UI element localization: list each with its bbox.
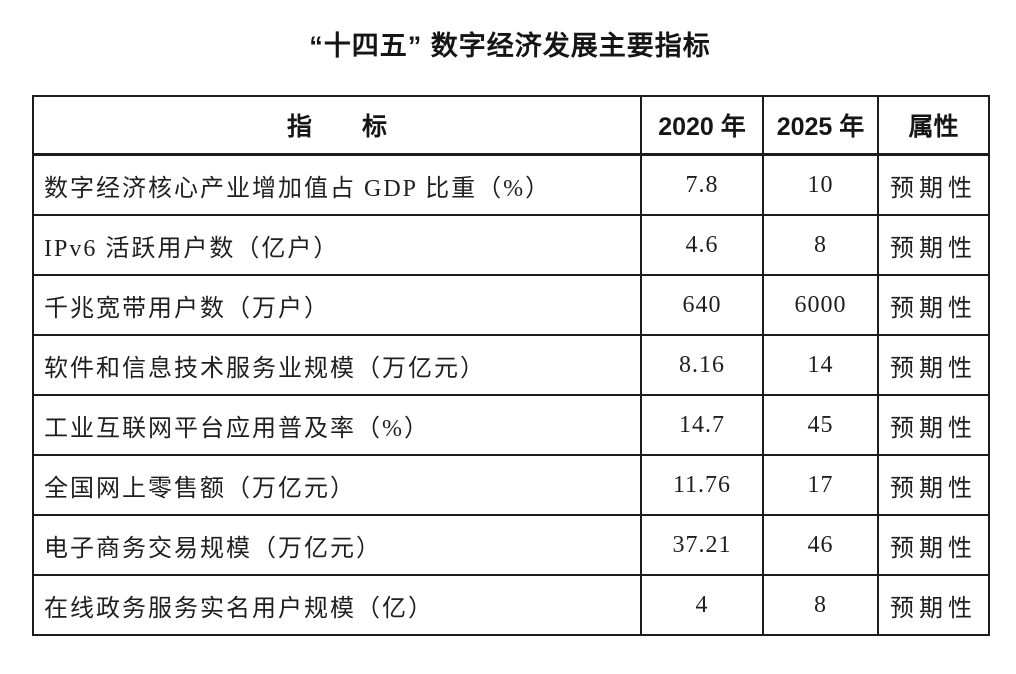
attribute-value: 预期性 xyxy=(877,274,990,336)
column-header-indicator: 指 标 xyxy=(32,95,642,156)
indicator-name: 电子商务交易规模（万亿元） xyxy=(32,514,642,576)
table-header-row: 指 标 2020 年 2025 年 属性 xyxy=(32,95,990,156)
indicator-name: IPv6 活跃用户数（亿户） xyxy=(32,214,642,276)
value-2025: 10 xyxy=(762,153,879,216)
table-row: IPv6 活跃用户数（亿户） 4.6 8 预期性 xyxy=(32,214,990,276)
column-header-2025: 2025 年 xyxy=(762,95,879,156)
table-row: 千兆宽带用户数（万户） 640 6000 预期性 xyxy=(32,274,990,336)
table-row: 全国网上零售额（万亿元） 11.76 17 预期性 xyxy=(32,454,990,516)
indicator-name: 数字经济核心产业增加值占 GDP 比重（%） xyxy=(32,153,642,216)
table-row: 软件和信息技术服务业规模（万亿元） 8.16 14 预期性 xyxy=(32,334,990,396)
indicator-name: 软件和信息技术服务业规模（万亿元） xyxy=(32,334,642,396)
attribute-value: 预期性 xyxy=(877,574,990,636)
value-2025: 45 xyxy=(762,394,879,456)
value-2025: 17 xyxy=(762,454,879,516)
page-title: “十四五” 数字经济发展主要指标 xyxy=(309,31,711,61)
value-2025: 8 xyxy=(762,574,879,636)
column-header-2020: 2020 年 xyxy=(640,95,764,156)
indicators-table: 指 标 2020 年 2025 年 属性 数字经济核心产业增加值占 GDP 比重… xyxy=(32,95,990,636)
table-row: 数字经济核心产业增加值占 GDP 比重（%） 7.8 10 预期性 xyxy=(32,153,990,216)
attribute-value: 预期性 xyxy=(877,214,990,276)
value-2025: 14 xyxy=(762,334,879,396)
column-header-attribute: 属性 xyxy=(877,95,990,156)
attribute-value: 预期性 xyxy=(877,334,990,396)
value-2020: 8.16 xyxy=(640,334,764,396)
value-2025: 6000 xyxy=(762,274,879,336)
value-2020: 7.8 xyxy=(640,153,764,216)
attribute-value: 预期性 xyxy=(877,454,990,516)
value-2020: 37.21 xyxy=(640,514,764,576)
attribute-value: 预期性 xyxy=(877,394,990,456)
value-2020: 4.6 xyxy=(640,214,764,276)
value-2020: 11.76 xyxy=(640,454,764,516)
indicator-name: 全国网上零售额（万亿元） xyxy=(32,454,642,516)
indicator-name: 在线政务服务实名用户规模（亿） xyxy=(32,574,642,636)
value-2020: 640 xyxy=(640,274,764,336)
value-2020: 14.7 xyxy=(640,394,764,456)
table-row: 在线政务服务实名用户规模（亿） 4 8 预期性 xyxy=(32,574,990,636)
indicator-name: 工业互联网平台应用普及率（%） xyxy=(32,394,642,456)
table-row: 电子商务交易规模（万亿元） 37.21 46 预期性 xyxy=(32,514,990,576)
attribute-value: 预期性 xyxy=(877,514,990,576)
attribute-value: 预期性 xyxy=(877,153,990,216)
value-2020: 4 xyxy=(640,574,764,636)
indicator-name: 千兆宽带用户数（万户） xyxy=(32,274,642,336)
table-row: 工业互联网平台应用普及率（%） 14.7 45 预期性 xyxy=(32,394,990,456)
value-2025: 46 xyxy=(762,514,879,576)
value-2025: 8 xyxy=(762,214,879,276)
